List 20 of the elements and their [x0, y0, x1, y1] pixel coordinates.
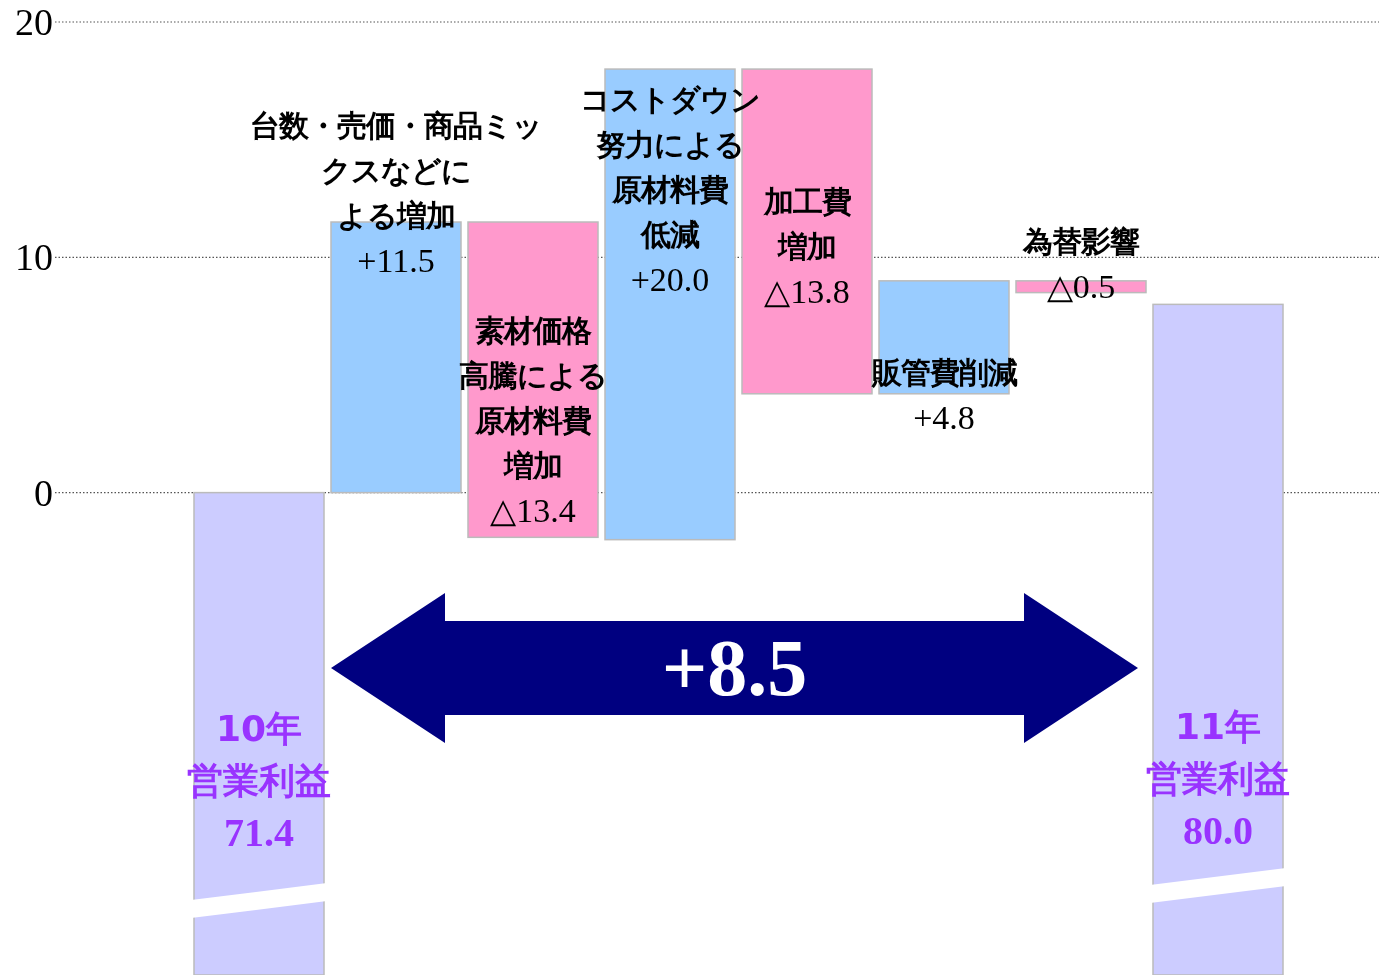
x-tick-label: 加工費増加: [762, 183, 851, 264]
y-tick-label: 10: [15, 236, 53, 279]
x-tick-label: 台数・売価・商品ミックスなどによる増加: [250, 107, 542, 233]
x-tick-label: コストダウン努力による原材料費低減: [580, 81, 760, 252]
x-tick-label: 為替影響: [1022, 224, 1140, 260]
data-label: △13.8: [764, 272, 850, 310]
data-label: +20.0: [630, 260, 710, 298]
y-tick-label: 0: [34, 471, 53, 514]
x-tick-label: 10年営業利益: [187, 707, 331, 801]
data-label: +4.8: [913, 399, 975, 437]
y-tick-label: 20: [15, 1, 53, 43]
x-tick-label: 11年営業利益: [1146, 705, 1290, 799]
annotation: 80.0: [1183, 807, 1253, 853]
data-label: △13.4: [490, 491, 576, 529]
annotation: 71.4: [224, 809, 294, 855]
data-label: +11.5: [357, 241, 435, 279]
x-tick-label: 販管費削減: [870, 355, 1018, 391]
x-tick-label: 素材価格高騰による原材料費増加: [459, 312, 607, 483]
annotation: +8.5: [661, 624, 808, 712]
data-label: △0.5: [1046, 268, 1116, 306]
